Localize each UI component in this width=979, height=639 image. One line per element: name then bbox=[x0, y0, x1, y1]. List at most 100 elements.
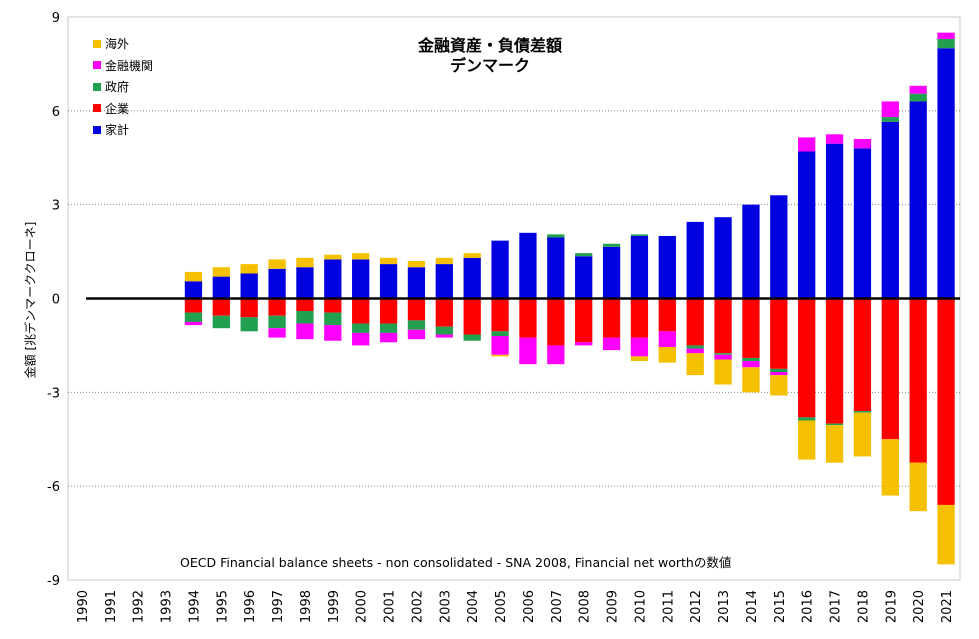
bar-2006-金融機関 bbox=[519, 337, 537, 365]
bar-1994-政府 bbox=[184, 312, 203, 322]
bar-2000-企業 bbox=[352, 298, 370, 324]
y-tick-label: -9 bbox=[47, 574, 60, 589]
bar-1996-政府 bbox=[240, 317, 258, 332]
bar-2015-海外 bbox=[770, 375, 788, 396]
x-tick-label: 2009 bbox=[606, 590, 621, 623]
y-tick-label: 6 bbox=[52, 105, 60, 120]
bar-2018-政府 bbox=[853, 411, 872, 413]
bar-2001-金融機関 bbox=[379, 332, 398, 343]
bar-2021-企業 bbox=[937, 298, 955, 505]
x-tick-label: 2006 bbox=[522, 590, 537, 623]
bar-2019-海外 bbox=[881, 439, 899, 496]
bar-2007-金融機関 bbox=[547, 345, 565, 365]
bar-2005-政府 bbox=[491, 331, 509, 337]
legend-item: 海外 bbox=[93, 33, 153, 55]
bar-2004-企業 bbox=[463, 298, 481, 335]
y-tick-label: 0 bbox=[52, 293, 60, 308]
legend-label: 企業 bbox=[105, 101, 130, 116]
bar-1994-企業 bbox=[184, 298, 203, 313]
chart-legend: 海外 金融機関 政府 企業 家計 bbox=[93, 33, 153, 141]
x-tick-label: 2017 bbox=[829, 590, 844, 623]
x-tick-label: 1997 bbox=[271, 590, 286, 623]
x-tick-label: 2000 bbox=[355, 590, 370, 623]
x-tick-label: 1996 bbox=[243, 590, 258, 623]
x-tick-label: 1991 bbox=[104, 590, 119, 623]
bar-1997-政府 bbox=[268, 315, 286, 329]
bar-2002-政府 bbox=[407, 320, 426, 330]
x-tick-label: 2001 bbox=[383, 590, 398, 623]
x-tick-label: 2005 bbox=[494, 590, 509, 623]
legend-swatch bbox=[93, 104, 101, 113]
bar-1996-海外 bbox=[240, 264, 258, 274]
bar-2018-企業 bbox=[853, 298, 872, 412]
bar-2005-金融機関 bbox=[491, 336, 509, 355]
bar-2001-政府 bbox=[379, 323, 398, 333]
bar-2020-家計 bbox=[909, 101, 927, 299]
bar-2021-金融機関 bbox=[937, 32, 955, 39]
bar-2002-企業 bbox=[407, 298, 426, 321]
bar-2014-政府 bbox=[742, 357, 760, 362]
bar-2018-金融機関 bbox=[853, 138, 872, 149]
bar-2016-金融機関 bbox=[798, 137, 816, 152]
y-axis-label: 金額 [兆デンマーククローネ] bbox=[23, 221, 38, 379]
bar-2009-企業 bbox=[602, 298, 621, 338]
bar-2008-政府 bbox=[575, 253, 593, 257]
bar-2015-政府 bbox=[770, 368, 788, 373]
bar-2020-政府 bbox=[909, 93, 927, 102]
bar-2000-政府 bbox=[352, 323, 370, 333]
bar-2007-政府 bbox=[547, 234, 565, 238]
bar-1997-企業 bbox=[268, 298, 286, 316]
bar-2013-企業 bbox=[714, 298, 732, 354]
bar-2003-海外 bbox=[435, 257, 453, 265]
bar-2014-家計 bbox=[742, 204, 760, 299]
bar-2001-家計 bbox=[379, 264, 398, 299]
bar-1995-家計 bbox=[212, 276, 230, 299]
bar-2015-家計 bbox=[770, 195, 788, 299]
bar-1995-企業 bbox=[212, 298, 230, 316]
x-tick-label: 1995 bbox=[215, 590, 230, 623]
bar-2011-海外 bbox=[658, 346, 676, 363]
legend-item: 政府 bbox=[93, 76, 153, 98]
bar-2001-海外 bbox=[379, 257, 398, 265]
bar-2013-金融機関 bbox=[714, 354, 732, 360]
bar-2014-海外 bbox=[742, 367, 760, 393]
bar-2013-海外 bbox=[714, 359, 732, 385]
bar-2012-政府 bbox=[686, 345, 704, 349]
bar-2015-企業 bbox=[770, 298, 788, 369]
legend-label: 海外 bbox=[105, 37, 130, 52]
bar-1994-家計 bbox=[184, 281, 203, 299]
bar-2000-金融機関 bbox=[352, 332, 370, 346]
x-tick-label: 2011 bbox=[661, 590, 676, 623]
chart-note: OECD Financial balance sheets - non cons… bbox=[180, 555, 732, 570]
x-tick-label: 2018 bbox=[856, 590, 871, 623]
bar-2009-金融機関 bbox=[602, 337, 621, 351]
x-tick-label: 1999 bbox=[327, 590, 342, 623]
bar-2005-家計 bbox=[491, 240, 509, 299]
bar-2012-金融機関 bbox=[686, 348, 704, 354]
legend-label: 家計 bbox=[105, 123, 130, 138]
x-tick-label: 2020 bbox=[912, 590, 927, 623]
bar-2007-企業 bbox=[547, 298, 565, 346]
bar-2007-家計 bbox=[547, 237, 565, 299]
bar-1994-金融機関 bbox=[184, 321, 203, 326]
bar-1999-企業 bbox=[324, 298, 342, 313]
x-tick-label: 1994 bbox=[187, 590, 202, 623]
x-tick-label: 1993 bbox=[160, 590, 175, 623]
bar-2004-海外 bbox=[463, 253, 481, 258]
x-tick-label: 2016 bbox=[801, 590, 816, 623]
legend-swatch bbox=[93, 61, 101, 70]
legend-swatch bbox=[93, 82, 101, 91]
legend-swatch bbox=[93, 39, 101, 48]
y-tick-label: -6 bbox=[47, 480, 60, 495]
chart-subtitle: デンマーク bbox=[449, 56, 530, 75]
x-tick-label: 2015 bbox=[773, 590, 788, 623]
bar-2003-金融機関 bbox=[435, 334, 453, 338]
bar-2021-政府 bbox=[937, 38, 955, 49]
bar-2020-金融機関 bbox=[909, 85, 927, 94]
bar-2016-海外 bbox=[798, 420, 816, 460]
bar-2005-海外 bbox=[491, 354, 509, 357]
bar-1996-企業 bbox=[240, 298, 258, 318]
bar-2000-海外 bbox=[352, 253, 370, 260]
x-tick-label: 1992 bbox=[132, 590, 147, 623]
bar-2016-政府 bbox=[798, 417, 816, 421]
